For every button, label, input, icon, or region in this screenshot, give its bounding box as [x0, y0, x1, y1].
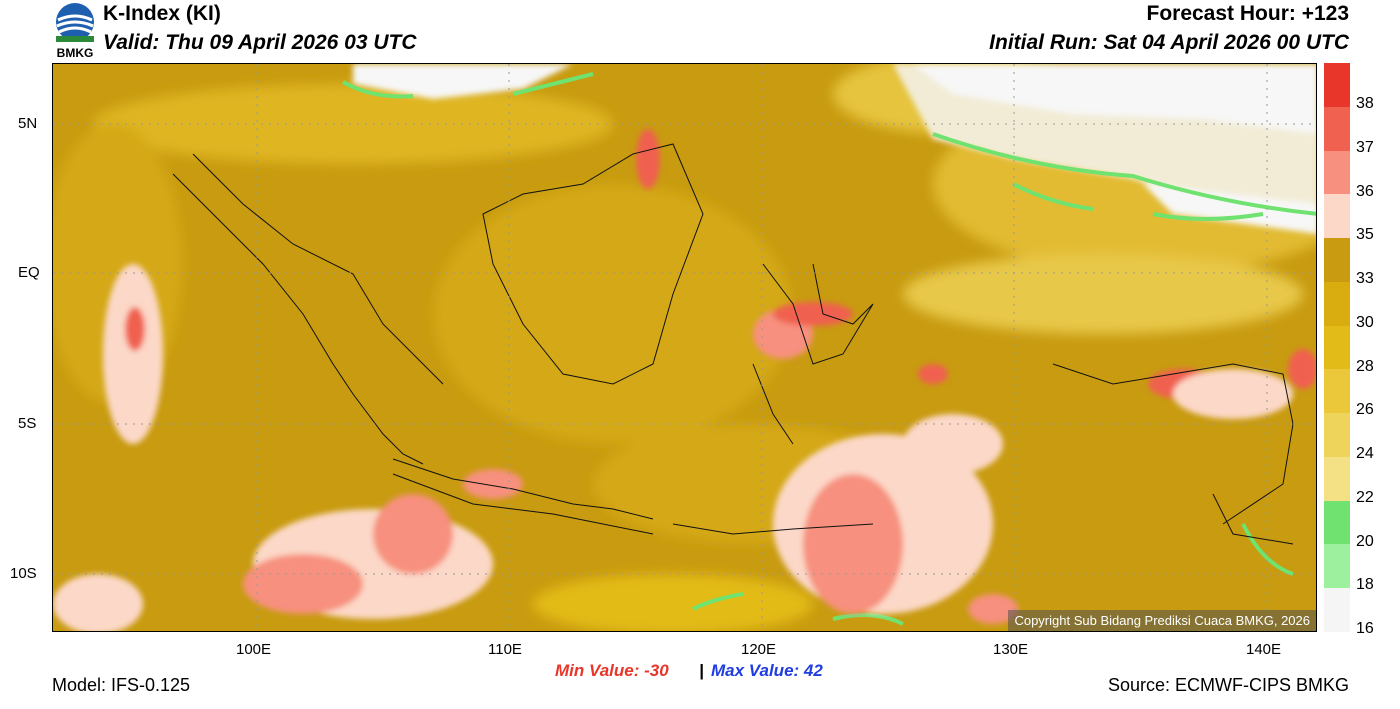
- stats-separator: |: [699, 661, 704, 680]
- colorbar: [1324, 63, 1350, 633]
- chart-title: K-Index (KI): [103, 2, 221, 25]
- colorbar-label: 24: [1356, 445, 1374, 463]
- logo-label: BMKG: [56, 46, 94, 60]
- colorbar-label: 26: [1356, 401, 1374, 419]
- y-tick-10s: 10S: [10, 565, 37, 582]
- model-label: Model: IFS-0.125: [52, 675, 191, 695]
- papua-south: [1212, 493, 1294, 545]
- x-tick-140e: 140E: [1246, 641, 1282, 658]
- y-tick-5s: 5S: [18, 415, 37, 432]
- colorbar-swatch: [1324, 238, 1350, 283]
- colorbar-swatch: [1324, 325, 1350, 370]
- colorbar-swatch: [1324, 500, 1350, 545]
- x-tick-120e: 120E: [741, 641, 777, 658]
- colorbar-swatch: [1324, 588, 1350, 633]
- forecast-hour: Forecast Hour: +123: [1146, 2, 1350, 25]
- nusa-tenggara: [672, 523, 874, 535]
- sumatra-coast: [172, 173, 424, 465]
- x-tick-100e: 100E: [236, 641, 272, 658]
- field-green-contours: [342, 72, 1316, 626]
- java-coast: [392, 458, 654, 520]
- coastlines: [172, 143, 1294, 545]
- colorbar-label: 28: [1356, 357, 1374, 375]
- colorbar-label: 30: [1356, 313, 1374, 331]
- colorbar-swatch: [1324, 106, 1350, 152]
- y-tick-eq: EQ: [18, 264, 40, 281]
- sumatra-coast-east: [192, 153, 444, 385]
- field-high-values: [53, 129, 1316, 631]
- k-index-map: [52, 63, 1317, 632]
- colorbar-label: 22: [1356, 488, 1374, 506]
- colorbar-swatch: [1324, 194, 1350, 239]
- colorbar-swatch: [1324, 413, 1350, 458]
- colorbar-label: 18: [1356, 576, 1374, 594]
- colorbar-swatch: [1324, 281, 1350, 327]
- sulawesi-coast: [762, 263, 874, 365]
- min-value: Min Value: -30: [555, 661, 669, 680]
- map-canvas: [53, 64, 1316, 631]
- colorbar-swatch: [1324, 544, 1350, 589]
- x-tick-130e: 130E: [993, 641, 1029, 658]
- colorbar-label: 38: [1356, 95, 1374, 112]
- max-value: Max Value: 42: [711, 661, 823, 680]
- colorbar-swatch: [1324, 63, 1350, 108]
- copyright-note: Copyright Sub Bidang Prediksi Cuaca BMKG…: [1008, 610, 1316, 631]
- java-coast-south: [392, 473, 654, 535]
- papua-coast: [1052, 363, 1294, 525]
- colorbar-label: 20: [1356, 532, 1374, 550]
- valid-time: Valid: Thu 09 April 2026 03 UTC: [103, 31, 417, 54]
- colorbar-swatch: [1324, 369, 1350, 414]
- colorbar-swatch: [1324, 456, 1350, 502]
- y-tick-5n: 5N: [18, 115, 38, 132]
- colorbar-label: 35: [1356, 226, 1374, 244]
- colorbar-label: 37: [1356, 138, 1374, 156]
- borneo-coast: [482, 143, 704, 385]
- initial-run: Initial Run: Sat 04 April 2026 00 UTC: [989, 31, 1349, 54]
- bmkg-logo-icon: [56, 3, 94, 42]
- sulawesi-south: [752, 363, 794, 445]
- graticule: [53, 64, 1316, 631]
- bmkg-logo: BMKG: [52, 2, 98, 62]
- x-tick-110e: 110E: [488, 641, 522, 658]
- colorbar-swatch: [1324, 150, 1350, 195]
- colorbar-label: 36: [1356, 182, 1374, 200]
- colorbar-label: 16: [1356, 620, 1374, 638]
- source-label: Source: ECMWF-CIPS BMKG: [1107, 675, 1349, 695]
- colorbar-label: 33: [1356, 270, 1374, 288]
